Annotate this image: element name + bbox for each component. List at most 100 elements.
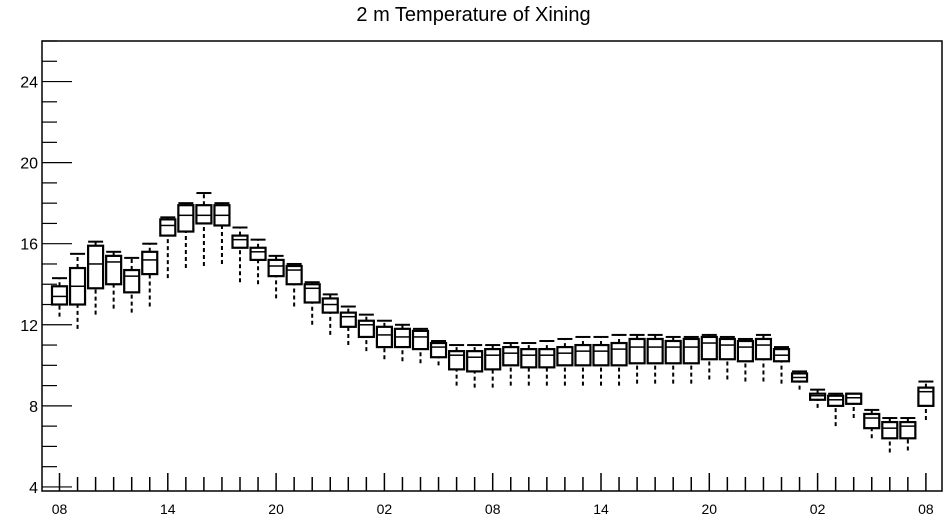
box-7 <box>177 202 195 269</box>
box-18 <box>375 319 393 360</box>
box-47 <box>899 417 917 451</box>
box-6 <box>159 216 177 279</box>
iqr-box <box>86 244 105 290</box>
iqr-box <box>502 345 520 367</box>
iqr-box <box>736 339 755 363</box>
iqr-box <box>195 204 213 225</box>
iqr-box <box>159 218 177 237</box>
axis-layer: 4 8 12 16 20 24 08 14 20 02 08 14 20 02 08 <box>20 40 934 517</box>
box-27 <box>538 340 556 386</box>
iqr-box <box>375 325 393 349</box>
iqr-box <box>285 264 303 286</box>
box-5 <box>141 242 159 307</box>
iqr-box <box>610 341 628 367</box>
box-1 <box>68 252 87 329</box>
box-19 <box>393 323 412 362</box>
x-tick-label: 08 <box>52 501 68 517</box>
box-35 <box>682 335 700 384</box>
iqr-box <box>556 345 574 367</box>
iqr-box <box>50 285 69 306</box>
iqr-box <box>249 246 267 262</box>
x-tick-label: 08 <box>918 501 934 517</box>
iqr-box <box>303 283 321 304</box>
box-26 <box>520 342 538 386</box>
iqr-box <box>899 420 917 440</box>
y-tick-label: 16 <box>20 237 38 254</box>
iqr-box <box>574 343 592 367</box>
box-46 <box>881 417 899 453</box>
iqr-box <box>538 348 556 369</box>
box-45 <box>863 408 881 439</box>
box-31 <box>610 333 628 386</box>
iqr-box <box>520 348 538 369</box>
iqr-box <box>411 329 430 351</box>
x-tick-label: 14 <box>160 501 176 517</box>
iqr-box <box>808 392 827 401</box>
iqr-box <box>141 250 159 276</box>
box-0 <box>50 277 69 317</box>
chart-title: 2 m Temperature of Xining <box>356 4 591 26</box>
iqr-box <box>646 337 664 365</box>
iqr-box <box>845 392 863 405</box>
x-tick-label: 08 <box>485 501 501 517</box>
iqr-box <box>682 337 700 365</box>
iqr-box <box>917 386 935 407</box>
iqr-box <box>592 343 610 367</box>
box-layer <box>50 192 935 453</box>
box-13 <box>285 262 303 307</box>
iqr-box <box>321 297 339 314</box>
x-tick-label: 14 <box>593 501 609 517</box>
box-37 <box>718 335 736 380</box>
box-15 <box>321 293 339 335</box>
box-17 <box>357 313 375 352</box>
box-9 <box>213 202 231 264</box>
box-3 <box>105 250 123 309</box>
iqr-box <box>718 337 736 361</box>
box-36 <box>700 333 718 380</box>
box-41 <box>790 370 809 390</box>
box-48 <box>917 380 935 421</box>
box-12 <box>267 254 285 299</box>
box-8 <box>195 192 213 266</box>
iqr-box <box>484 348 502 371</box>
box-42 <box>808 388 827 408</box>
box-30 <box>592 335 610 386</box>
box-23 <box>466 344 484 388</box>
iqr-box <box>754 337 773 361</box>
box-14 <box>303 281 321 325</box>
y-tick-label: 4 <box>29 480 38 497</box>
box-16 <box>339 305 357 346</box>
box-39 <box>754 333 773 382</box>
iqr-box <box>827 394 845 407</box>
box-24 <box>484 344 502 388</box>
iqr-box <box>700 335 718 361</box>
x-tick-label: 02 <box>377 501 393 517</box>
iqr-box <box>357 319 375 339</box>
iqr-box <box>863 412 881 430</box>
box-4 <box>123 256 141 313</box>
box-20 <box>411 327 430 364</box>
x-tick-label: 20 <box>268 501 284 517</box>
iqr-box <box>628 337 646 365</box>
iqr-box <box>664 339 682 365</box>
box-40 <box>772 346 791 384</box>
box-10 <box>231 226 249 283</box>
box-11 <box>249 238 267 285</box>
box-38 <box>736 337 755 382</box>
iqr-box <box>105 254 123 286</box>
x-tick-label: 20 <box>702 501 718 517</box>
y-tick-label: 24 <box>20 75 38 92</box>
box-22 <box>448 344 466 386</box>
box-2 <box>86 240 105 315</box>
box-21 <box>429 340 448 366</box>
box-33 <box>646 333 664 384</box>
y-tick-label: 12 <box>20 318 38 335</box>
x-tick-label: 02 <box>810 501 826 517</box>
box-32 <box>628 333 646 384</box>
box-28 <box>556 337 574 386</box>
box-34 <box>664 335 682 384</box>
iqr-box <box>267 258 285 278</box>
box-44 <box>845 392 863 419</box>
iqr-box <box>881 420 899 440</box>
